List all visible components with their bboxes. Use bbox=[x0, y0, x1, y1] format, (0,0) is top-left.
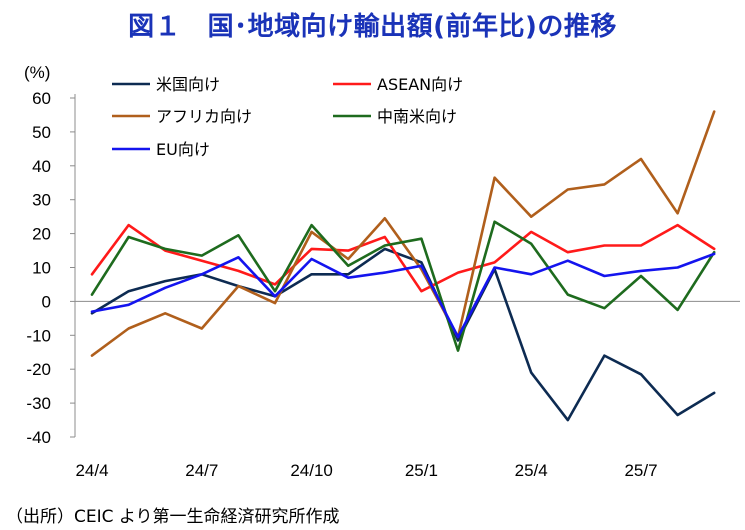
series-line-4 bbox=[90, 220, 716, 352]
chart-title: 図１ 国･地域向け輸出額(前年比)の推移 bbox=[128, 12, 617, 42]
y-tick-label: -20 bbox=[26, 360, 51, 379]
legend-item: 中南米向け bbox=[333, 107, 457, 126]
y-tick-label: -30 bbox=[26, 394, 51, 413]
x-axis-ticks: 24/4 24/7 24/10 25/1 25/4 25/7 bbox=[75, 461, 657, 480]
y-tick-label: 10 bbox=[32, 259, 51, 278]
y-tick-label: -40 bbox=[26, 428, 51, 447]
legend-label: EU向け bbox=[156, 140, 210, 159]
series-line-5 bbox=[90, 252, 716, 339]
y-axis-ticks: 60 50 40 30 20 10 0 -10 -20 -30 -40 bbox=[26, 89, 51, 447]
legend-item: EU向け bbox=[112, 140, 210, 159]
legend-item: 米国向け bbox=[112, 75, 220, 94]
y-tick-label: 0 bbox=[42, 292, 51, 311]
source-note: （出所）CEIC より第一生命経済研究所作成 bbox=[6, 507, 340, 527]
x-tick-label: 24/7 bbox=[185, 461, 218, 480]
series-lines bbox=[90, 110, 716, 422]
y-tick-label: 50 bbox=[32, 123, 51, 142]
legend-label: アフリカ向け bbox=[156, 107, 252, 126]
legend-label: 中南米向け bbox=[377, 107, 457, 126]
y-axis-unit-label: (%) bbox=[24, 63, 50, 82]
x-tick-label: 25/4 bbox=[515, 461, 548, 480]
y-tick-label: 40 bbox=[32, 157, 51, 176]
legend-item: ASEAN向け bbox=[333, 75, 463, 94]
y-tick-label: 60 bbox=[32, 89, 51, 108]
y-tick-label: -10 bbox=[26, 326, 51, 345]
y-tick-label: 20 bbox=[32, 225, 51, 244]
x-tick-label: 24/10 bbox=[290, 461, 333, 480]
axes bbox=[70, 94, 740, 438]
legend-label: ASEAN向け bbox=[377, 75, 463, 94]
x-tick-label: 25/7 bbox=[624, 461, 657, 480]
x-tick-label: 24/4 bbox=[75, 461, 108, 480]
x-tick-label: 25/1 bbox=[405, 461, 438, 480]
series-line-2 bbox=[90, 223, 716, 293]
y-tick-label: 30 bbox=[32, 191, 51, 210]
series-line-3 bbox=[90, 110, 716, 357]
legend-item: アフリカ向け bbox=[112, 107, 252, 126]
legend-label: 米国向け bbox=[156, 75, 220, 94]
